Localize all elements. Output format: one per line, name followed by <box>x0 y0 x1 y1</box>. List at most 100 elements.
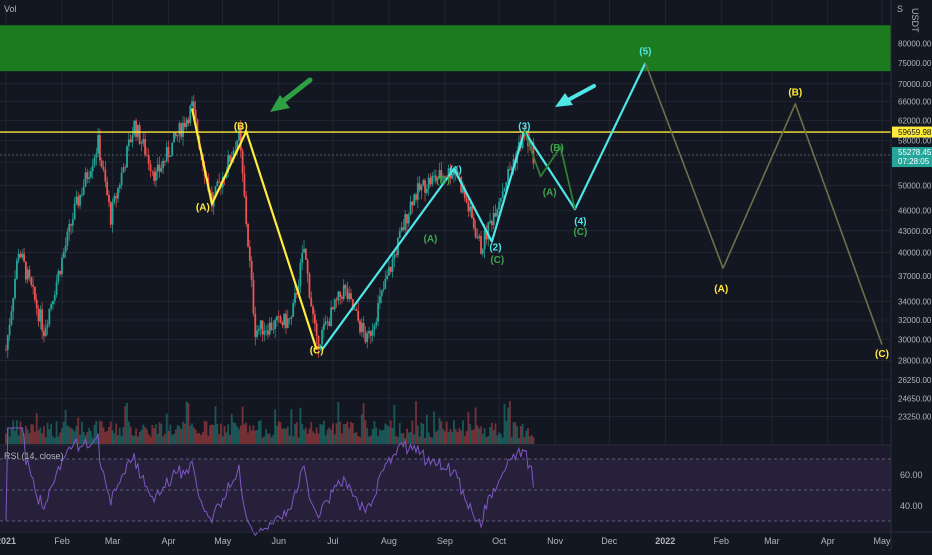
wave-label: (1) <box>450 165 462 176</box>
candle-body <box>467 202 470 212</box>
candle-body <box>288 318 291 320</box>
price-tick-label: 34000.00 <box>898 298 932 307</box>
volume-bar <box>230 413 233 444</box>
volume-bar <box>256 429 258 444</box>
volume-bar <box>532 437 535 444</box>
candle-body <box>434 175 437 181</box>
volume-bar <box>200 434 202 444</box>
volume-bar <box>407 432 410 444</box>
volume-bar <box>353 433 356 444</box>
candle-body <box>238 126 240 141</box>
volume-bar <box>303 429 305 444</box>
volume-bar <box>326 429 329 444</box>
volume-bar <box>527 427 529 444</box>
wave-label: (C) <box>573 227 587 238</box>
volume-bar <box>64 409 67 444</box>
candle-body <box>400 227 403 232</box>
candle-body <box>23 253 25 262</box>
volume-bar <box>359 436 361 444</box>
candle-body <box>180 123 183 137</box>
volume-bar <box>111 430 114 444</box>
candle-body <box>88 177 90 179</box>
candle-body <box>509 169 511 171</box>
candle-body <box>254 313 257 337</box>
volume-bar <box>285 428 287 444</box>
candle-body <box>427 177 430 189</box>
volume-bar <box>321 424 323 444</box>
candle-body <box>499 197 502 202</box>
volume-bar <box>516 426 519 444</box>
candle-body <box>44 327 47 336</box>
volume-bar <box>389 420 392 444</box>
wave-label: (C) <box>310 346 324 357</box>
volume-bar <box>445 421 448 444</box>
volume-bar <box>225 432 228 444</box>
candle-body <box>406 214 408 224</box>
volume-bar <box>507 407 510 444</box>
volume-bar <box>236 426 239 444</box>
candle-body <box>100 160 103 167</box>
candle-body <box>344 284 347 289</box>
volume-bar <box>41 433 44 444</box>
candle-body <box>248 246 251 261</box>
volume-bar <box>306 433 309 444</box>
candle-body <box>165 147 168 162</box>
candle-body <box>303 248 305 253</box>
candle-body <box>481 249 484 254</box>
volume-bar <box>498 432 500 444</box>
candle-body <box>77 196 80 206</box>
price-axis[interactable]: 80000.00 75000.00 70000.00 66000.00 62000.00… <box>898 40 932 422</box>
price-tick-label: 23250.00 <box>898 412 932 421</box>
candle-body <box>109 202 112 225</box>
candle-body <box>447 168 450 178</box>
current-price-tag: 55278.45 07:28:05 <box>892 147 932 168</box>
volume-bar <box>496 435 499 444</box>
candle-body <box>232 150 235 158</box>
rsi-pane[interactable]: RSI (14, close) 60.00 40.00 <box>0 427 923 537</box>
time-axis[interactable]: 2021 Feb Mar Apr May Jun Jul Aug Sep Oct Nov Dec 202… <box>0 536 891 546</box>
volume-bar <box>52 436 54 444</box>
volume-bar <box>100 421 103 444</box>
volume-bar <box>456 431 459 444</box>
volume-bar <box>415 401 417 444</box>
candle-body <box>512 159 515 168</box>
volume-bar <box>35 413 38 444</box>
candle-body <box>93 157 96 166</box>
price-tick-label: 50000.00 <box>898 181 932 190</box>
candle-body <box>301 252 304 263</box>
volume-bar <box>10 427 13 444</box>
candle-body <box>191 101 193 106</box>
scale-letter[interactable]: S <box>897 4 903 14</box>
wave-label: (C) <box>490 255 504 266</box>
volume-bar <box>118 427 121 444</box>
candle-body <box>6 335 9 350</box>
projection-wave-line[interactable] <box>644 62 883 345</box>
candle-body <box>485 230 488 240</box>
volume-bar <box>272 434 275 444</box>
volume-bar <box>478 428 481 444</box>
sub-wave-line[interactable] <box>523 131 576 210</box>
candle-body <box>377 303 379 322</box>
volume-bar <box>286 426 289 444</box>
wave-label: (A) <box>424 234 438 245</box>
volume-bar <box>77 417 80 444</box>
volume-bar <box>214 406 217 444</box>
impulse-wave-line[interactable] <box>321 62 647 351</box>
candle-body <box>55 281 58 295</box>
time-tick-label: Nov <box>547 536 564 546</box>
candle-body <box>317 335 320 350</box>
candle-body <box>391 258 394 272</box>
candle-body <box>64 245 67 253</box>
volume-bar <box>15 420 18 444</box>
candle-body <box>245 196 248 224</box>
candle-body <box>453 170 455 176</box>
time-tick-label: Sep <box>437 536 453 546</box>
volume-bar <box>173 433 175 444</box>
time-tick-label: May <box>873 536 891 546</box>
time-tick-label: May <box>214 536 232 546</box>
rsi-level-40: 40.00 <box>900 501 923 511</box>
candle-body <box>41 309 44 331</box>
corrective-wave-line[interactable] <box>190 108 318 351</box>
